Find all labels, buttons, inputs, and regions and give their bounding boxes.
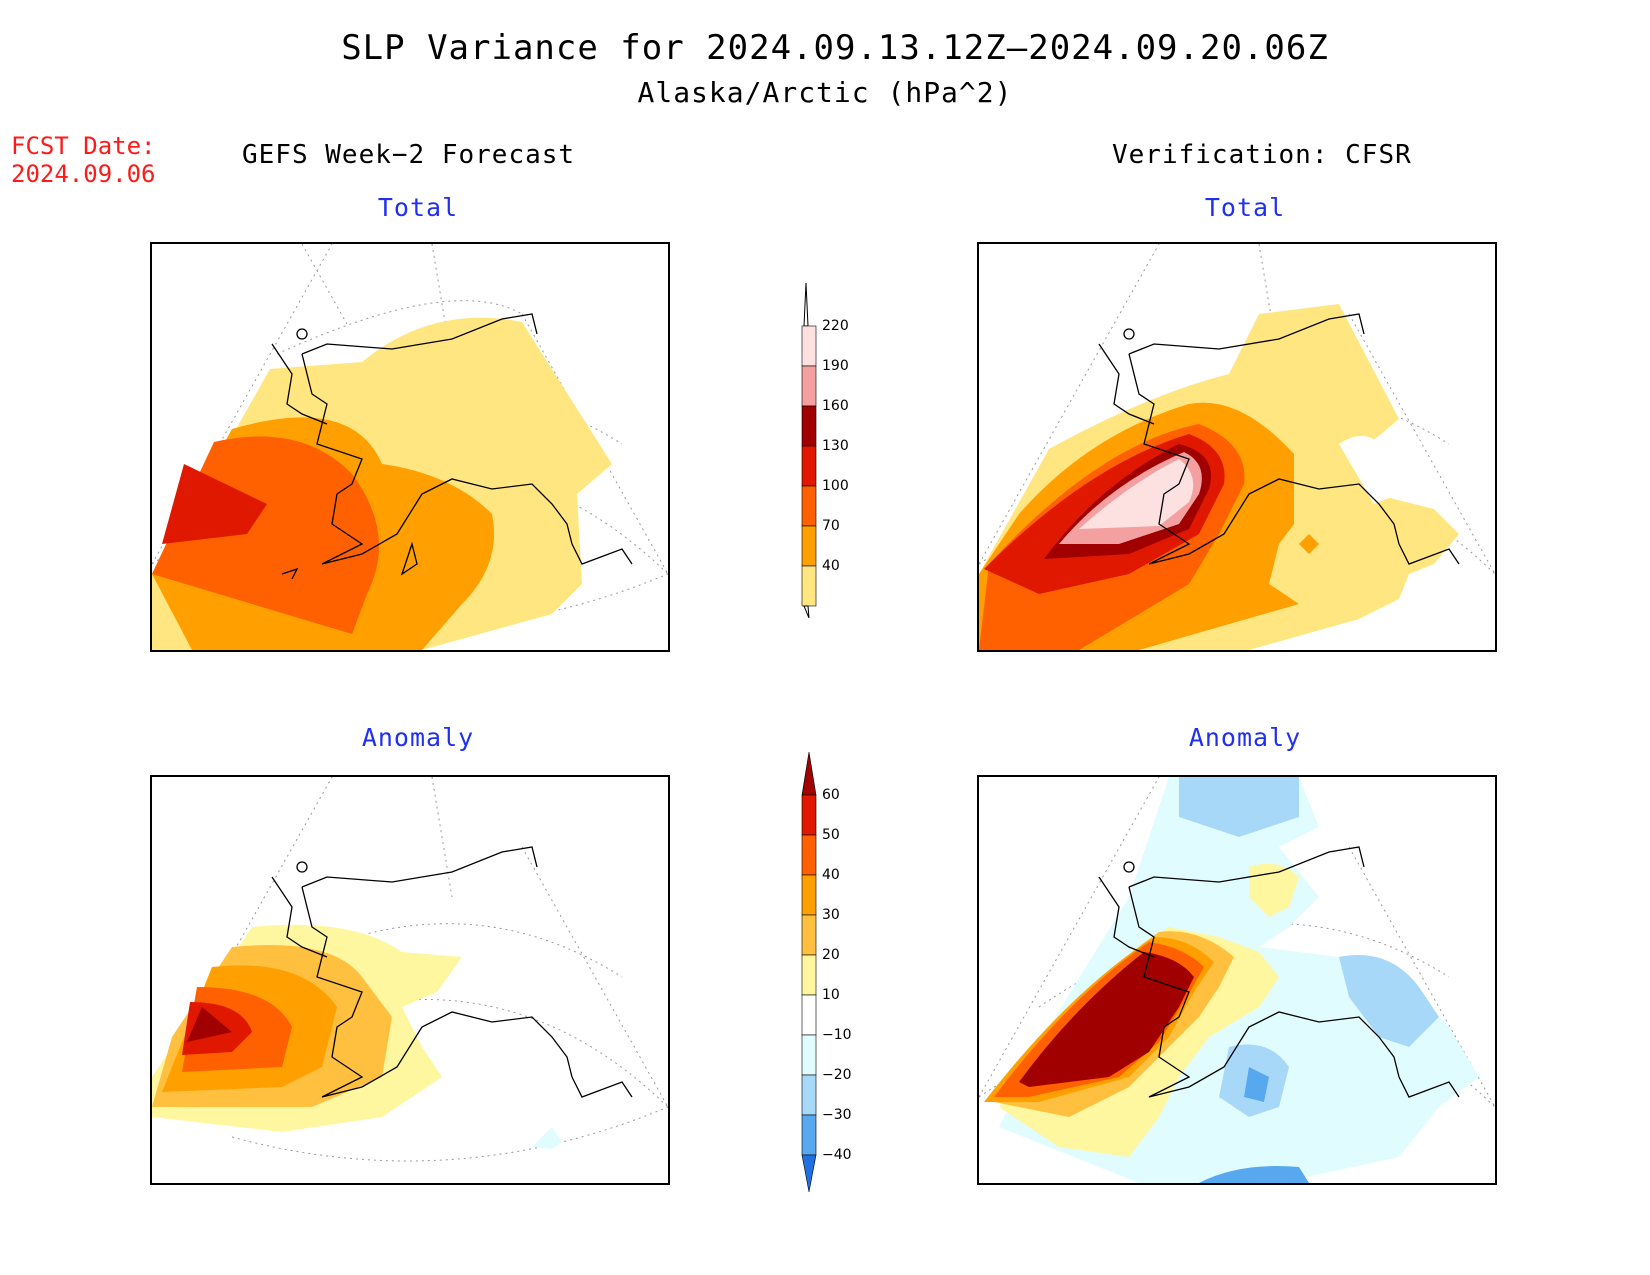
bottom-right-panel-title: Anomaly [1188, 723, 1302, 752]
cbar-total-label-220: 220 [822, 318, 849, 334]
colorbar-anomaly: 60 50 40 30 20 10 −10 −20 −30 −40 [798, 752, 868, 1192]
cbar-anom-label-neg10: −10 [822, 1027, 852, 1043]
anomaly-neg30-bottom [1199, 1166, 1309, 1183]
cbar-anom-swatch-neutral [801, 994, 817, 1036]
cfsr-anomaly-map [977, 775, 1497, 1185]
variance-70-spot [1299, 534, 1319, 554]
cbar-anom-swatch-neg10 [801, 1034, 817, 1076]
cbar-anom-label-40: 40 [822, 867, 840, 883]
cbar-anom-label-60: 60 [822, 787, 840, 803]
colorbar-total: 220 190 160 130 100 70 40 [798, 283, 868, 618]
cbar-anom-swatch-top [801, 752, 817, 796]
cbar-anom-swatch-neg20 [801, 1074, 817, 1116]
cbar-anom-label-30: 30 [822, 907, 840, 923]
cbar-total-swatch-130 [801, 445, 817, 487]
top-left-panel-title: Total [377, 193, 459, 222]
left-column-header: GEFS Week−2 Forecast [242, 140, 576, 170]
cbar-anom-label-neg40: −40 [822, 1147, 852, 1163]
fcst-date-value: 2024.09.06 [11, 160, 156, 188]
cbar-anom-swatch-30 [801, 874, 817, 916]
map-title: SLP Variance for 2024.09.13.12Z–2024.09.… [341, 28, 1329, 68]
map-subtitle: Alaska/Arctic (hPa^2) [637, 76, 1013, 109]
anomaly-10-north [1249, 863, 1299, 917]
cbar-total-swatch-160 [801, 405, 817, 447]
cbar-total-swatch-40 [801, 565, 817, 607]
cbar-anom-swatch-10 [801, 954, 817, 996]
cbar-anom-swatch-20 [801, 914, 817, 956]
cbar-anom-label-50: 50 [822, 827, 840, 843]
right-column-header: Verification: CFSR [1112, 140, 1412, 170]
cbar-total-swatch-190 [801, 365, 817, 407]
cbar-anom-label-20: 20 [822, 947, 840, 963]
cbar-total-label-70: 70 [822, 518, 840, 534]
cbar-anom-label-neg30: −30 [822, 1107, 852, 1123]
gefs-total-map [150, 242, 670, 652]
cbar-anom-swatch-40 [801, 834, 817, 876]
cbar-total-swatch-220 [801, 325, 817, 367]
variance-130-region [162, 464, 267, 544]
top-right-panel-title: Total [1204, 193, 1286, 222]
cbar-total-label-160: 160 [822, 398, 849, 414]
cbar-total-label-130: 130 [822, 438, 849, 454]
cbar-anom-swatch-neg30 [801, 1114, 817, 1156]
bottom-left-panel-title: Anomaly [361, 723, 475, 752]
anomaly-neg20-region [1179, 777, 1299, 837]
cbar-anom-label-10: 10 [822, 987, 840, 1003]
cfsr-total-map [977, 242, 1497, 652]
fcst-date-label: FCST Date: [11, 132, 156, 160]
cbar-anom-swatch-50 [801, 794, 817, 836]
anomaly-negative-spot [532, 1127, 562, 1149]
cbar-anom-swatch-bottom [801, 1154, 817, 1192]
anomaly-60-region [187, 1007, 232, 1042]
cbar-total-label-100: 100 [822, 478, 849, 494]
cbar-anom-label-neg20: −20 [822, 1067, 852, 1083]
anomaly-neg20-east [1339, 955, 1439, 1047]
anomaly-60-region [1019, 952, 1194, 1087]
cbar-total-label-190: 190 [822, 358, 849, 374]
cbar-total-label-40: 40 [822, 558, 840, 574]
cbar-total-swatch-100 [801, 485, 817, 527]
variance-220-region [1079, 459, 1194, 529]
anomaly-neg30-spot [1244, 1067, 1269, 1102]
gefs-anomaly-map [150, 775, 670, 1185]
variance-low-hole [1339, 436, 1399, 504]
cbar-total-swatch-70 [801, 525, 817, 567]
